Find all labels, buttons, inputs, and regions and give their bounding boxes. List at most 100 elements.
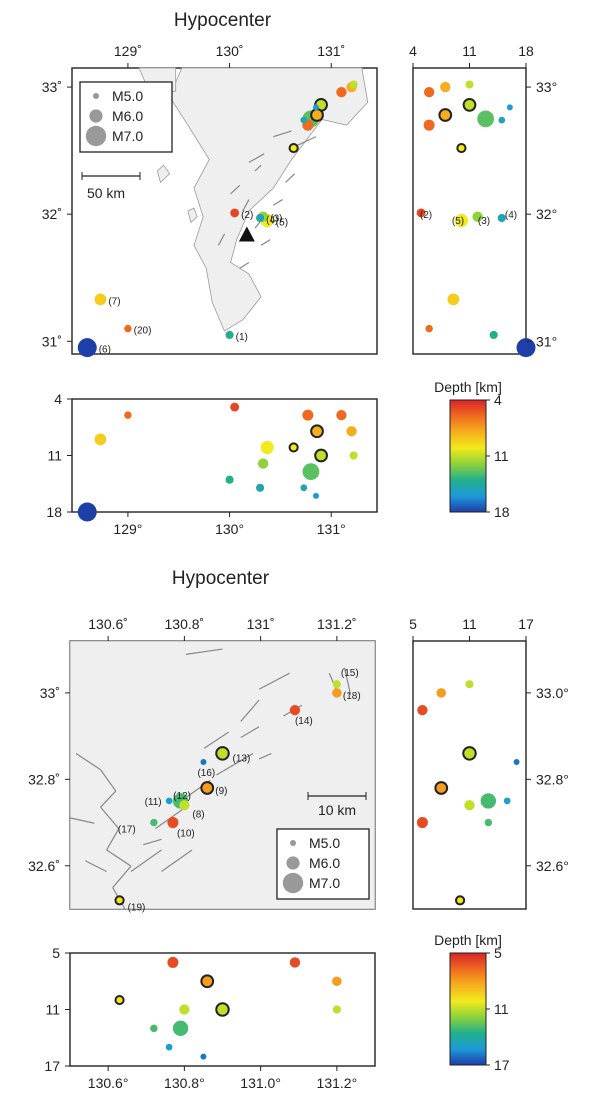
x-tick-label: 11 — [462, 616, 477, 632]
event-point-lon-depth — [200, 974, 215, 989]
legend-label: M6.0 — [309, 855, 340, 871]
event-point-lat-depth — [465, 80, 474, 89]
fault-line — [258, 672, 290, 690]
y-tick-label: 31° — [536, 333, 557, 349]
legend-label: M6.0 — [112, 108, 143, 124]
lat-depth-frame-1 — [412, 67, 527, 355]
fault-line — [112, 865, 132, 888]
event-point — [332, 680, 341, 689]
volcano-marker — [238, 226, 255, 242]
y-tick-label: 11 — [47, 448, 62, 464]
event-point-lon-depth — [302, 409, 314, 421]
event-point — [215, 746, 230, 761]
event-point-lon-depth — [300, 484, 308, 492]
event-point — [200, 781, 215, 795]
event-label: (10) — [177, 829, 195, 840]
event-point-lat-depth — [423, 86, 435, 98]
event-point — [349, 80, 358, 89]
event-label: (19) — [128, 902, 146, 913]
event-label: (14) — [295, 716, 313, 727]
colorbar-tick-label: 4 — [494, 392, 502, 408]
event-label: (11) — [145, 797, 162, 808]
land-shape — [187, 207, 198, 224]
event-label: (9) — [215, 786, 227, 797]
event-point-lat-depth — [455, 895, 466, 906]
fault-line — [106, 849, 132, 867]
x-tick-label: 130.6° — [88, 1075, 129, 1091]
scalebar-label-1: 50 km — [87, 185, 125, 201]
fault-line — [239, 261, 250, 269]
x-tick-label: 130˚ — [216, 43, 244, 59]
event-point-lon-depth — [256, 483, 265, 492]
event-point-lat-depth — [506, 104, 513, 111]
event-point-lat-depth — [497, 213, 506, 223]
x-tick-label: 130.8˚ — [165, 616, 205, 632]
legend-label: M5.0 — [309, 835, 340, 851]
fault-line — [230, 184, 241, 195]
fault-line — [240, 699, 260, 722]
event-point — [256, 213, 265, 223]
colorbar-tick-label: 5 — [494, 945, 502, 961]
colorbar-tick-label: 17 — [494, 1057, 510, 1073]
fault-line — [84, 860, 107, 873]
colorbar-title: Depth [km] — [434, 379, 502, 395]
event-point-lon-depth — [225, 475, 234, 484]
legend-1: M5.0 M6.0 M7.0 — [79, 81, 173, 153]
x-tick-label: 129° — [113, 521, 142, 537]
x-tick-label: 130.8° — [164, 1075, 205, 1091]
fault-line — [272, 199, 283, 206]
chart-title-2: Hypocenter — [172, 568, 270, 589]
event-point-lon-depth — [77, 502, 97, 522]
colorbar-tick-label: 11 — [494, 1001, 509, 1017]
y-tick-label: 32˚ — [42, 206, 62, 222]
event-point — [225, 330, 234, 340]
fault-line — [203, 731, 229, 749]
event-point — [230, 208, 240, 218]
event-label: (5) — [276, 218, 288, 229]
y-tick-label: 33° — [536, 79, 557, 95]
legend-symbol — [290, 840, 296, 846]
legend-symbol — [89, 109, 103, 123]
fault-line — [260, 239, 271, 246]
event-point-lon-depth — [165, 1043, 173, 1051]
event-point-lon-depth — [302, 463, 320, 481]
event-label: (8) — [192, 809, 204, 820]
event-point — [289, 705, 301, 716]
fault-line — [254, 164, 262, 172]
event-point — [77, 338, 97, 358]
event-label: (15) — [341, 668, 359, 679]
fault-line — [240, 726, 260, 738]
event-label: (6) — [99, 345, 111, 356]
fault-line — [106, 828, 120, 851]
fault-line — [130, 849, 162, 872]
event-point-lon-depth — [179, 1004, 190, 1015]
event-point — [165, 797, 173, 805]
event-point-lat-depth — [464, 800, 475, 811]
colorbar-tick-label: 11 — [494, 448, 509, 464]
event-point-lat-depth — [425, 324, 433, 333]
x-tick-label: 5 — [409, 616, 417, 632]
event-point-lon-depth — [310, 424, 324, 439]
event-point — [300, 116, 308, 124]
fault-line — [185, 648, 223, 655]
x-tick-label: 18 — [518, 43, 534, 59]
event-point-lon-depth — [230, 402, 240, 412]
event-label: (12) — [173, 791, 191, 802]
y-tick-label: 32.8° — [536, 771, 569, 787]
event-point-lat-depth — [462, 746, 477, 761]
y-tick-label: 32.6° — [536, 858, 569, 874]
event-point-lat-depth — [462, 97, 477, 112]
fault-line — [216, 753, 254, 776]
event-point-lat-depth — [480, 793, 497, 809]
x-tick-label: 129˚ — [114, 43, 142, 59]
event-point-lon-depth — [289, 957, 301, 968]
event-point-lat-depth — [513, 759, 520, 766]
faults-1 — [217, 130, 317, 269]
event-point — [200, 759, 207, 766]
fault-line — [217, 233, 226, 246]
event-point-lon-depth — [114, 995, 125, 1006]
event-point — [336, 86, 347, 98]
event-point-lat-depth — [498, 116, 506, 124]
event-point-lon-depth — [314, 448, 328, 463]
